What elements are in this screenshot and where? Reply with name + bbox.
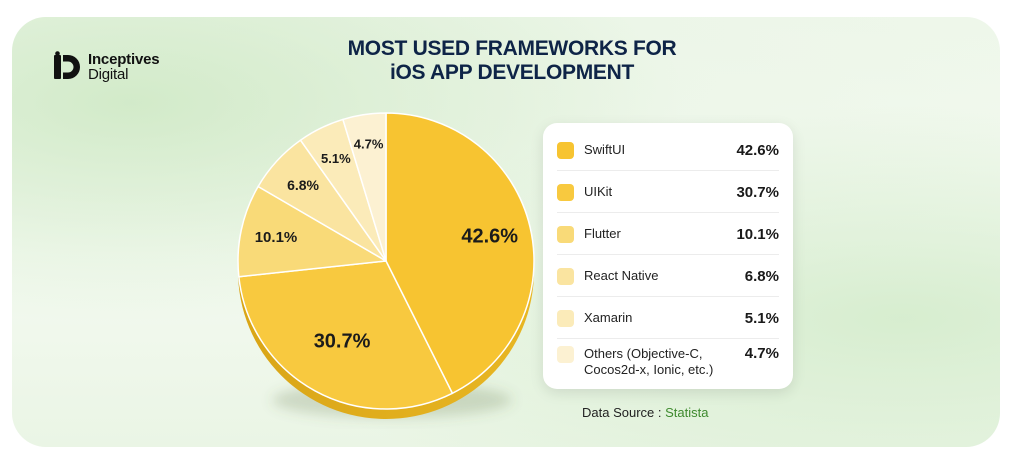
chart-title: MOST USED FRAMEWORKS FOR iOS APP DEVELOP… xyxy=(262,37,762,85)
pie-slice-flutter xyxy=(237,185,387,278)
legend-swatch xyxy=(557,267,574,285)
legend-label: Flutter xyxy=(584,226,621,241)
legend-label: SwiftUI xyxy=(584,142,626,157)
legend-value: 4.7% xyxy=(744,345,779,362)
legend-item-react-native: React Native 6.8% xyxy=(543,255,793,297)
pie-data-label: 10.1% xyxy=(255,229,298,246)
pie-data-label: 30.7% xyxy=(314,331,371,353)
legend-value: 30.7% xyxy=(736,183,779,201)
pie-slice-others xyxy=(342,112,387,262)
legend-label: Others (Objective-C, Cocos2d-x, Ionic, e… xyxy=(584,346,714,377)
legend-swatch xyxy=(557,309,574,327)
pie-data-label: 5.1% xyxy=(321,151,351,166)
legend-item-swiftui: SwiftUI 42.6% xyxy=(543,129,793,171)
pie-data-label: 4.7% xyxy=(354,136,384,151)
legend-label: Xamarin xyxy=(584,310,633,325)
legend-swatch xyxy=(557,346,574,363)
legend-item-xamarin: Xamarin 5.1% xyxy=(543,297,793,339)
pie-slices xyxy=(237,112,535,410)
data-source: Data Source : Statista xyxy=(582,405,708,420)
legend-value: 10.1% xyxy=(736,225,779,243)
chart-title-line1: MOST USED FRAMEWORKS FOR xyxy=(347,37,677,60)
legend-value: 6.8% xyxy=(744,267,779,285)
pie-labels: 42.6% 30.7% 10.1% 6.8%5.1%4.7% xyxy=(255,136,519,352)
legend-panel: SwiftUI 42.6% UIKit 30.7% Flutter 10.1% … xyxy=(543,123,793,389)
legend-swatch xyxy=(557,141,574,159)
legend-item-flutter: Flutter 10.1% xyxy=(543,213,793,255)
legend-swatch xyxy=(557,225,574,243)
pie-slice-swiftui xyxy=(385,112,535,395)
legend-swatch xyxy=(557,183,574,201)
legend-item-others: Others (Objective-C, Cocos2d-x, Ionic, e… xyxy=(543,339,793,385)
legend-value: 5.1% xyxy=(744,309,779,327)
legend-label: UIKit xyxy=(584,184,613,199)
data-source-label: Data Source : xyxy=(582,405,662,420)
brand-logo: Inceptives Digital xyxy=(52,51,160,83)
brand-name-line2: Digital xyxy=(88,66,129,83)
pie-slice-uikit xyxy=(238,260,454,410)
brand-logo-icon xyxy=(54,51,80,79)
pie-data-label: 42.6% xyxy=(461,225,518,247)
chart-title-line2: iOS APP DEVELOPMENT xyxy=(389,61,634,84)
data-source-link[interactable]: Statista xyxy=(665,405,709,420)
pie-data-label: 6.8% xyxy=(287,177,319,193)
legend-label: React Native xyxy=(584,268,659,283)
legend-value: 42.6% xyxy=(736,141,779,159)
legend-item-uikit: UIKit 30.7% xyxy=(543,171,793,213)
brand-name-line1: Inceptives xyxy=(88,51,160,68)
